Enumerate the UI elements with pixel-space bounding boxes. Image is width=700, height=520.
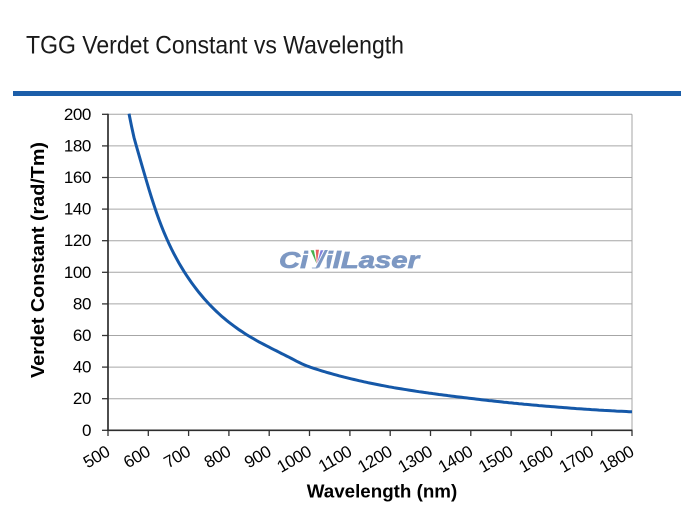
svg-text:900: 900 [241, 442, 274, 472]
svg-text:800: 800 [201, 442, 234, 472]
svg-text:100: 100 [64, 263, 91, 282]
svg-text:Verdet Constant (rad/Tm): Verdet Constant (rad/Tm) [28, 142, 48, 378]
svg-text:1200: 1200 [354, 442, 395, 477]
svg-text:160: 160 [64, 168, 91, 187]
svg-text:80: 80 [73, 294, 91, 313]
svg-text:600: 600 [120, 442, 153, 472]
svg-text:Wavelength (nm): Wavelength (nm) [307, 482, 458, 502]
svg-text:1800: 1800 [596, 442, 637, 477]
svg-text:TGG Verdet Constant vs Wavelen: TGG Verdet Constant vs Wavelength [26, 32, 404, 60]
svg-text:40: 40 [73, 358, 91, 377]
svg-text:20: 20 [73, 389, 91, 408]
svg-text:700: 700 [161, 442, 194, 472]
svg-text:1500: 1500 [475, 442, 516, 477]
svg-text:180: 180 [64, 136, 91, 155]
svg-text:CivilLaser: CivilLaser [279, 247, 420, 273]
svg-text:1100: 1100 [315, 442, 355, 476]
svg-text:120: 120 [64, 231, 91, 250]
svg-text:1600: 1600 [516, 442, 557, 477]
svg-text:1300: 1300 [395, 442, 436, 477]
svg-text:140: 140 [64, 200, 91, 219]
svg-text:0: 0 [82, 421, 91, 440]
svg-text:1700: 1700 [556, 442, 597, 477]
svg-text:1400: 1400 [435, 442, 476, 477]
svg-text:60: 60 [73, 326, 91, 345]
svg-text:1000: 1000 [274, 442, 315, 477]
svg-text:500: 500 [80, 442, 113, 472]
svg-text:200: 200 [64, 105, 91, 124]
